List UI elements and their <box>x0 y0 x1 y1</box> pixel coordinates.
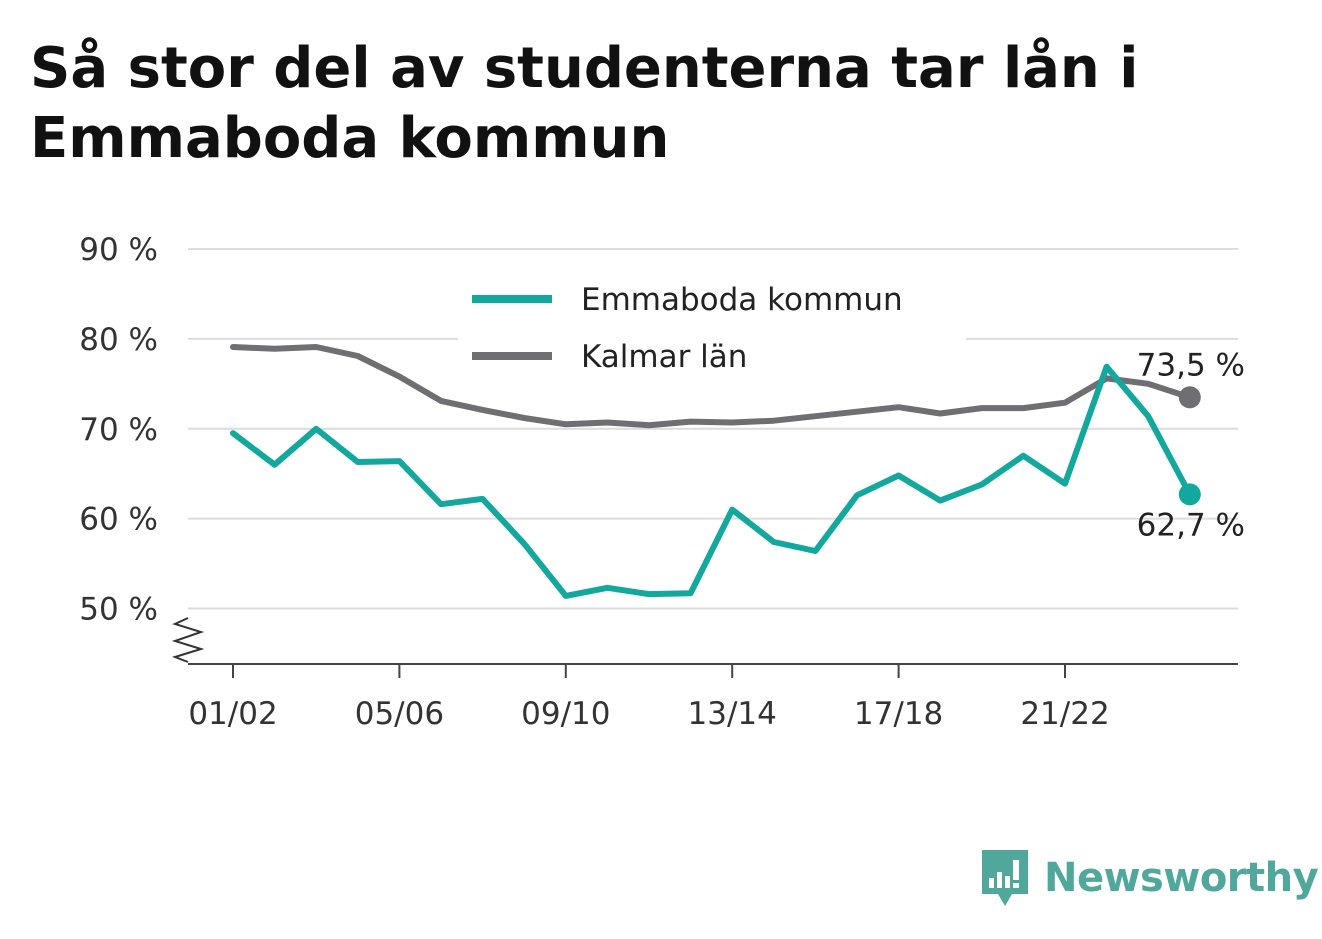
x-tick-label: 13/14 <box>688 696 777 732</box>
chart-title: Så stor del av studenterna tar lån i Emm… <box>30 36 1139 171</box>
x-tick-label: 17/18 <box>854 696 943 732</box>
y-tick-label: 50 % <box>79 592 158 628</box>
x-tick-label: 09/10 <box>521 696 610 732</box>
grid-lines <box>188 248 1238 610</box>
brand-logo: Newsworthy <box>980 848 1319 908</box>
y-axis-tick-labels: 50 % 60 % 70 % 80 % 90 % <box>79 232 158 628</box>
end-labels: 62,7 % 73,5 % <box>1137 347 1245 543</box>
y-tick-label: 70 % <box>79 412 158 448</box>
series-end-point <box>1178 386 1201 409</box>
series-end-point <box>1178 483 1201 506</box>
y-axis-break-icon <box>171 617 205 663</box>
x-tick-label: 21/22 <box>1020 696 1109 732</box>
y-tick-label: 80 % <box>79 322 158 358</box>
y-tick-label: 60 % <box>79 502 158 538</box>
series-end-label: 73,5 % <box>1137 347 1245 383</box>
newsworthy-logo-icon <box>982 850 1028 906</box>
legend-label: Emmaboda kommun <box>581 282 903 318</box>
series-end-label: 62,7 % <box>1137 507 1245 543</box>
y-tick-label: 90 % <box>79 232 158 268</box>
series-lines <box>230 344 1193 599</box>
x-tick-label: 01/02 <box>188 696 277 732</box>
brand-name: Newsworthy <box>1044 855 1319 901</box>
series-line <box>230 344 1193 429</box>
series-line <box>230 363 1193 599</box>
legend-background <box>458 272 966 380</box>
x-tick-label: 05/06 <box>355 696 444 732</box>
legend-label: Kalmar län <box>581 339 747 375</box>
x-axis-ticks: 01/02 05/06 09/10 13/14 17/18 21/22 <box>188 664 1110 732</box>
legend: Emmaboda kommun Kalmar län <box>458 272 966 380</box>
